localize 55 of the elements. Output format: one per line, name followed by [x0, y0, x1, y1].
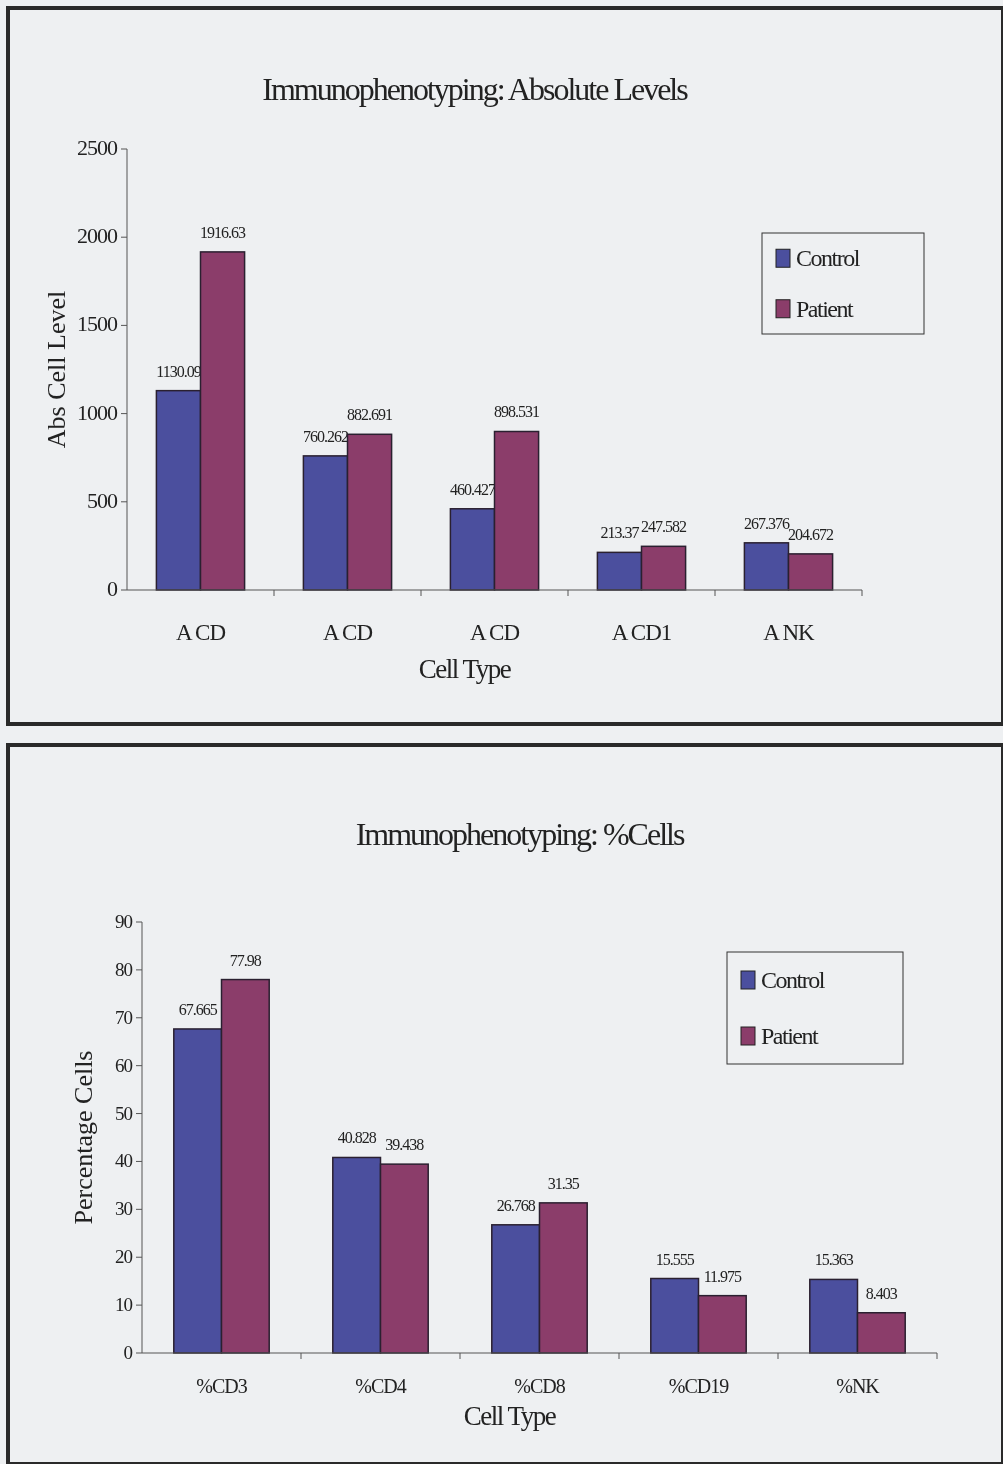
legend-label: Control: [761, 967, 826, 993]
data-label: 882.691: [347, 406, 394, 424]
y-tick-label: 40: [115, 1150, 133, 1172]
data-label: 26.768: [496, 1196, 536, 1214]
y-axis-title: Abs Cell Level: [42, 290, 71, 449]
data-label: 1130.09: [156, 362, 202, 380]
y-tick-label: 0: [123, 1342, 133, 1363]
data-label: 247.582: [641, 518, 688, 536]
legend-label: Patient: [761, 1023, 819, 1049]
y-tick-label: 10: [115, 1294, 133, 1316]
x-tick-label: A CD: [175, 620, 226, 645]
y-tick-label: 50: [115, 1102, 133, 1124]
y-tick-label: 60: [115, 1054, 133, 1076]
y-tick-label: 20: [115, 1246, 133, 1268]
data-label: 15.363: [814, 1251, 854, 1269]
data-label: 460.427: [449, 480, 496, 498]
y-tick-label: 2000: [77, 223, 118, 249]
y-tick-label: 0: [107, 576, 118, 601]
data-label: 760.262: [302, 427, 349, 445]
y-tick-label: 70: [115, 1006, 133, 1028]
y-tick-label: 2500: [77, 135, 118, 160]
chart-title: Immunophenotyping: Absolute Levels: [262, 71, 689, 107]
legend-label: Control: [796, 245, 861, 272]
x-axis-title: Cell Type: [418, 654, 512, 684]
x-tick-label: %CD19: [668, 1375, 730, 1397]
y-tick-label: 80: [115, 958, 133, 980]
data-label: 15.555: [655, 1250, 695, 1268]
data-label: 213.37: [600, 524, 640, 542]
x-tick-label: A CD: [322, 620, 373, 645]
data-label: 77.98: [229, 951, 262, 969]
x-tick-label: A CD: [469, 620, 520, 645]
y-tick-label: 1000: [77, 399, 118, 425]
chart-title: Immunophenotyping: %Cells: [355, 816, 685, 852]
x-tick-label: %CD3: [196, 1375, 248, 1397]
y-tick-label: 90: [115, 911, 133, 932]
data-label: 31.35: [547, 1174, 580, 1192]
data-label: 1916.63: [200, 223, 247, 241]
y-axis-title: Percentage Cells: [69, 1050, 98, 1225]
data-label: 67.665: [178, 1000, 218, 1018]
x-tick-label: A CD1: [611, 620, 672, 645]
x-tick-label: %NK: [836, 1375, 881, 1397]
y-tick-label: 30: [115, 1198, 133, 1220]
legend-label: Patient: [796, 295, 854, 322]
x-tick-label: %CD8: [514, 1375, 566, 1397]
data-label: 11.975: [703, 1267, 743, 1285]
x-tick-label: A NK: [763, 620, 816, 645]
y-tick-label: 1500: [77, 311, 118, 337]
data-label: 8.403: [865, 1284, 898, 1302]
data-label: 898.531: [494, 403, 541, 421]
y-tick-label: 500: [87, 487, 118, 513]
data-label: 39.438: [385, 1136, 425, 1154]
x-tick-label: %CD4: [355, 1375, 407, 1397]
data-label: 267.376: [743, 514, 790, 532]
x-axis-title: Cell Type: [463, 1401, 557, 1431]
data-label: 40.828: [337, 1129, 377, 1147]
